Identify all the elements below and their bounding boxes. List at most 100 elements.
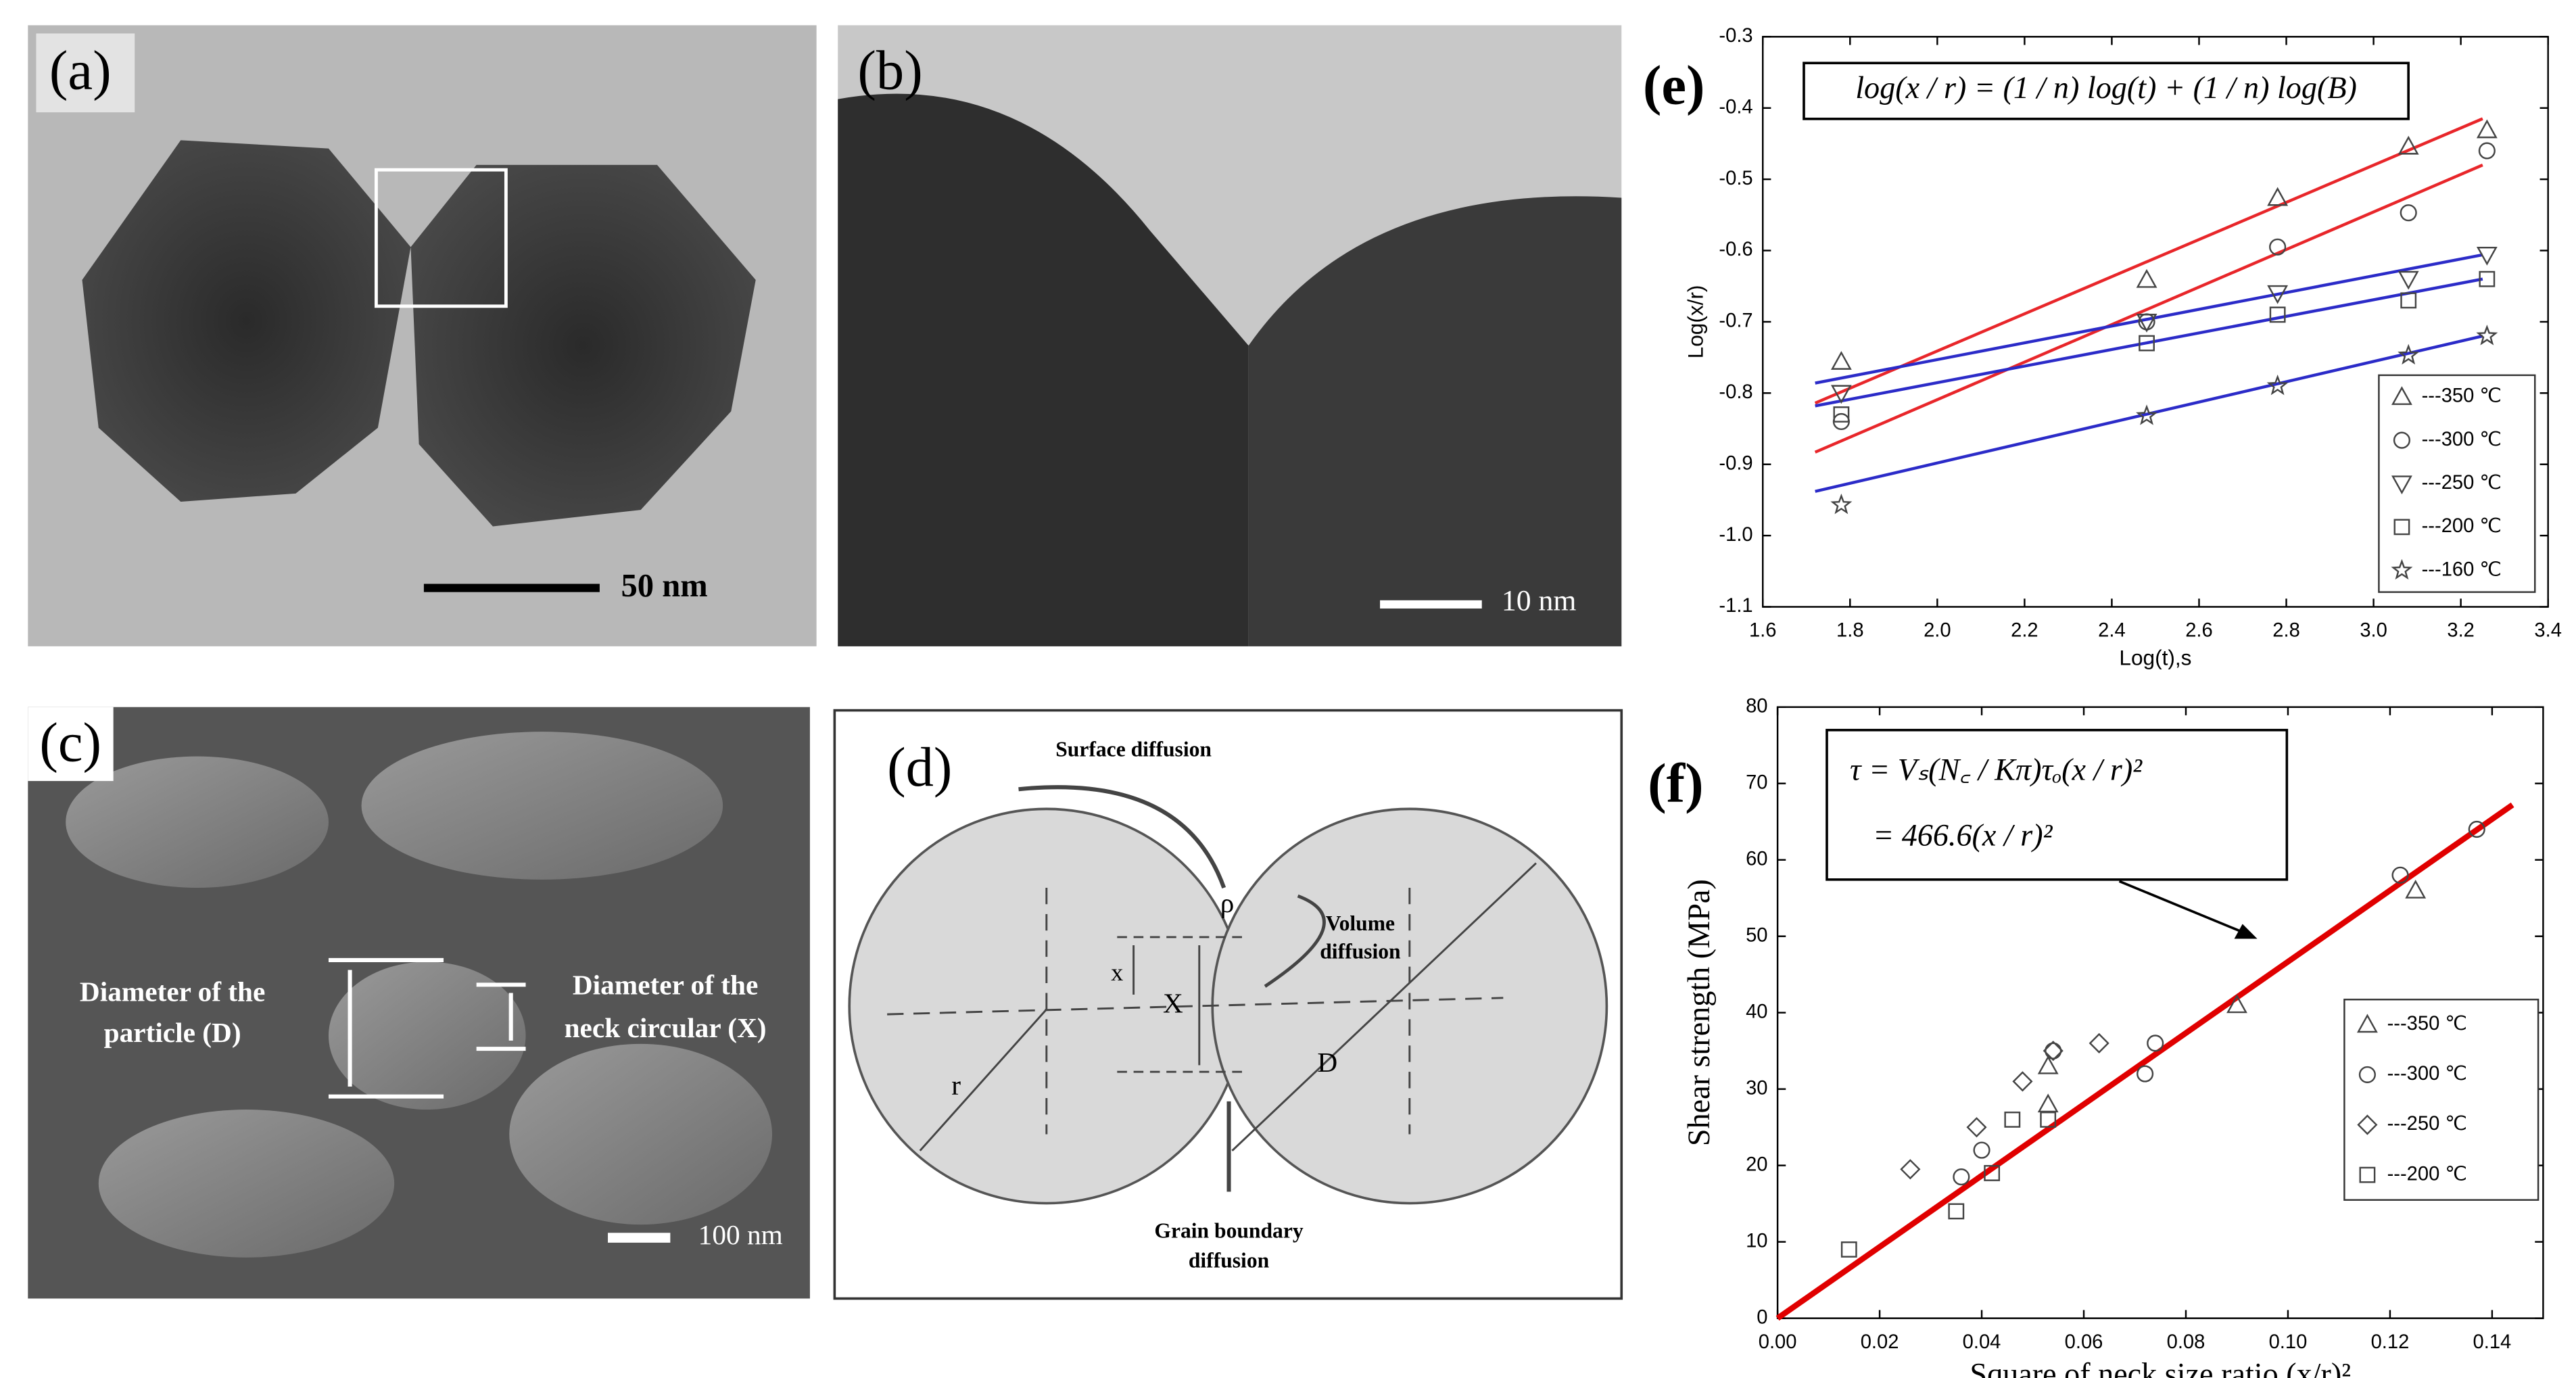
- annotation: Volume: [1326, 911, 1395, 935]
- panel-a: 50 nm (a): [28, 25, 817, 646]
- fit-line: [1815, 334, 2483, 493]
- marker: [2037, 1093, 2059, 1113]
- annotation: x: [1111, 959, 1123, 986]
- marker: [2479, 270, 2496, 287]
- annotation-arrow: [2118, 880, 2251, 937]
- fit-line: [1815, 253, 2483, 385]
- panel-label: (c): [39, 711, 101, 773]
- panel-label: (f): [1648, 752, 1704, 814]
- x-tick-label: 2.4: [2098, 620, 2126, 642]
- particle: [361, 732, 723, 880]
- marker: [2139, 335, 2155, 352]
- annotation: Diameter of the: [80, 976, 265, 1007]
- annotation: diffusion: [1320, 939, 1401, 963]
- marker: [2045, 1042, 2062, 1060]
- marker: [1840, 1241, 1857, 1258]
- label-bg: [36, 33, 135, 113]
- fit-line: [1775, 802, 2514, 1321]
- legend-box: [2343, 999, 2539, 1201]
- diagram-lines: [887, 785, 1537, 1192]
- x-tick-label: 3.0: [2360, 620, 2387, 642]
- particle: [509, 1043, 773, 1225]
- marker: [2391, 559, 2413, 580]
- y-tick-label: 60: [1746, 848, 1767, 870]
- legend-label: ---300 ℃: [2422, 429, 2502, 450]
- legend-label: ---250 ℃: [2422, 472, 2502, 494]
- marker: [2476, 119, 2498, 139]
- y-tick-label: 40: [1746, 1001, 1767, 1022]
- marker: [2269, 306, 2286, 323]
- scale-bar: [1380, 600, 1482, 609]
- marker: [2356, 1014, 2378, 1033]
- scale-bar: [608, 1233, 671, 1243]
- y-tick-label: -0.7: [1719, 310, 1752, 332]
- legend-label: ---250 ℃: [2387, 1113, 2468, 1135]
- annotation: r: [951, 1070, 961, 1101]
- y-tick-label: -0.5: [1719, 168, 1752, 189]
- particle: [838, 93, 1249, 646]
- particle: [82, 140, 411, 502]
- marker: [2405, 880, 2427, 899]
- annotation: X: [1163, 987, 1183, 1018]
- annotation: particle (D): [104, 1017, 241, 1049]
- marker: [2040, 1111, 2057, 1128]
- marker: [2391, 475, 2412, 495]
- panel-label: (b): [857, 39, 922, 101]
- particle: [66, 756, 329, 888]
- marker: [2398, 343, 2420, 365]
- marker: [2136, 268, 2157, 288]
- x-tick-label: 0.06: [2065, 1331, 2103, 1353]
- x-tick-label: 2.0: [1924, 620, 1951, 642]
- label-bg: [28, 707, 114, 782]
- marker: [2147, 1035, 2164, 1052]
- y-tick-label: 0: [1757, 1306, 1767, 1328]
- panel-label: (e): [1643, 53, 1705, 116]
- annotation-arrow-head: [2234, 924, 2258, 939]
- marker: [2468, 820, 2485, 838]
- marker: [2269, 238, 2287, 256]
- marker: [2004, 1111, 2021, 1128]
- marker: [2400, 204, 2417, 222]
- x-tick-label: 0.04: [1963, 1331, 2001, 1353]
- legend-box: [2378, 374, 2536, 593]
- marker: [2400, 292, 2417, 309]
- y-tick-label: 10: [1746, 1230, 1767, 1252]
- panel-label: (d): [887, 736, 952, 798]
- marker: [1973, 1141, 1990, 1159]
- legend-label: ---160 ℃: [2422, 559, 2502, 580]
- annotation: ρ: [1220, 887, 1235, 918]
- x-tick-label: 1.6: [1749, 620, 1777, 642]
- x-axis-label: Log(t),s: [2119, 646, 2191, 670]
- x-tick-label: 0.12: [2371, 1331, 2410, 1353]
- particle: [1248, 196, 1622, 646]
- marker: [1830, 385, 1852, 404]
- y-tick-label: -0.4: [1719, 96, 1752, 118]
- particle: [98, 1110, 395, 1258]
- annotation: τ = Vₛ(N꜀ / Kπ)τₒ(x / r)²: [1850, 753, 2143, 787]
- x-tick-label: 0.14: [2473, 1331, 2512, 1353]
- y-tick-label: 50: [1746, 924, 1767, 946]
- legend-label: ---200 ℃: [2387, 1163, 2468, 1185]
- y-tick-label: 20: [1746, 1154, 1767, 1175]
- fit-line: [1814, 117, 2483, 405]
- legend-label: ---350 ℃: [2422, 385, 2502, 407]
- annotation: = 466.6(x / r)²: [1873, 818, 2053, 853]
- marker: [2266, 374, 2289, 396]
- x-tick-label: 0.02: [1861, 1331, 1899, 1353]
- marker: [2476, 246, 2498, 266]
- scale-label: 50 nm: [621, 567, 707, 604]
- marker: [1833, 406, 1850, 423]
- marker: [2358, 1066, 2376, 1083]
- fit-line: [1814, 164, 2483, 454]
- marker: [2089, 1032, 2109, 1053]
- marker: [2357, 1114, 2378, 1135]
- marker: [2398, 135, 2419, 155]
- particle: [410, 164, 756, 527]
- x-tick-label: 0.00: [1759, 1331, 1797, 1353]
- y-tick-label: -1.1: [1719, 595, 1752, 617]
- marker: [2037, 1055, 2059, 1074]
- x-tick-label: 3.4: [2534, 620, 2562, 642]
- x-tick-label: 1.8: [1836, 620, 1864, 642]
- marker: [2267, 187, 2289, 206]
- marker: [2043, 1041, 2064, 1062]
